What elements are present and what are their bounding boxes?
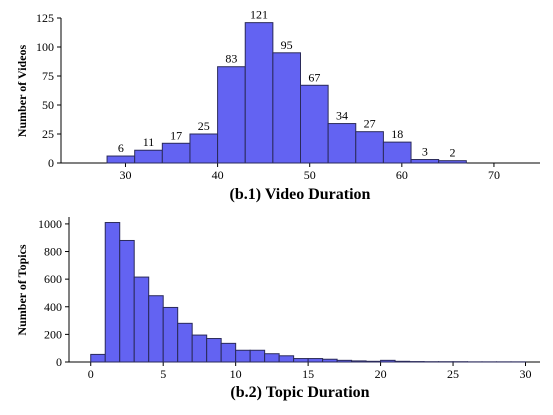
video-bar-value-label: 67 bbox=[308, 70, 320, 84]
video-y-tick-label: 75 bbox=[42, 69, 54, 83]
video-bar bbox=[161, 142, 191, 164]
video-x-tick-label: 50 bbox=[304, 168, 316, 182]
topic-bar bbox=[119, 239, 135, 363]
video-bar-value-label: 25 bbox=[198, 119, 210, 133]
video-bar-value-label: 3 bbox=[422, 145, 428, 159]
topic-bar bbox=[278, 355, 295, 363]
video-bar bbox=[300, 84, 329, 164]
video-caption: (b.1) Video Duration bbox=[230, 186, 371, 203]
topic-x-tick-label: 10 bbox=[230, 367, 242, 381]
topic-duration-chart: Number of Topics (b.2) Topic Duration 0 2… bbox=[15, 217, 540, 401]
topic-bar bbox=[380, 359, 396, 363]
topic-bar bbox=[90, 353, 106, 363]
video-bar-value-label: 34 bbox=[336, 109, 348, 123]
video-bar-value-label: 18 bbox=[391, 127, 403, 141]
topic-bar bbox=[235, 349, 251, 363]
topic-x-tick-label: 25 bbox=[447, 367, 459, 381]
video-bar bbox=[189, 133, 219, 164]
video-y-tick-label: 125 bbox=[36, 11, 54, 25]
topic-bar bbox=[336, 359, 353, 363]
topic-bar bbox=[177, 322, 193, 363]
video-bar-value-label: 6 bbox=[118, 141, 124, 155]
video-duration-chart: Number of Videos (b.1) Video Duration 0 2… bbox=[15, 8, 540, 203]
topic-x-tick-label: 20 bbox=[375, 367, 387, 381]
topic-bar bbox=[394, 360, 411, 363]
video-bar bbox=[244, 22, 274, 164]
topic-y-tick-label: 0 bbox=[56, 355, 62, 369]
topic-bar bbox=[307, 358, 324, 363]
topic-bar bbox=[249, 349, 266, 363]
topic-bar bbox=[351, 360, 367, 363]
topic-bar bbox=[191, 334, 208, 363]
topic-x-tick-label: 30 bbox=[520, 367, 532, 381]
topic-bar bbox=[365, 360, 382, 363]
topic-y-tick-label: 800 bbox=[44, 245, 62, 259]
topic-x-tick-label: 15 bbox=[302, 367, 314, 381]
topic-x-tick-label: 0 bbox=[88, 367, 94, 381]
video-bar-value-label: 95 bbox=[281, 38, 293, 52]
topic-ylabel: Number of Topics bbox=[15, 244, 29, 335]
video-y-tick-label: 100 bbox=[36, 40, 54, 54]
topic-bar bbox=[104, 222, 121, 363]
video-bar bbox=[217, 66, 246, 164]
video-bar bbox=[134, 149, 163, 164]
video-bar bbox=[382, 141, 412, 164]
topic-y-tick-label: 600 bbox=[44, 272, 62, 286]
video-bar bbox=[106, 155, 136, 164]
topic-bar bbox=[133, 276, 150, 363]
topic-y-tick-label: 400 bbox=[44, 300, 62, 314]
topic-bar bbox=[293, 358, 309, 363]
topic-x-tick-label: 5 bbox=[160, 367, 166, 381]
video-bar bbox=[438, 160, 467, 164]
topic-bar bbox=[220, 342, 237, 363]
topic-y-tick-label: 1000 bbox=[38, 217, 62, 231]
video-bar-value-label: 121 bbox=[250, 8, 268, 22]
topic-bar bbox=[206, 338, 222, 363]
video-bar bbox=[327, 123, 357, 164]
video-ylabel: Number of Videos bbox=[15, 44, 29, 137]
topic-bar bbox=[322, 358, 338, 363]
video-y-tick-label: 25 bbox=[42, 127, 54, 141]
video-bar-value-label: 17 bbox=[170, 128, 182, 142]
video-x-tick-label: 60 bbox=[396, 168, 408, 182]
video-x-tick-label: 70 bbox=[488, 168, 500, 182]
video-y-tick-label: 0 bbox=[48, 156, 54, 170]
topic-y-tick-label: 200 bbox=[44, 327, 62, 341]
video-bar bbox=[272, 52, 302, 164]
video-bar-value-label: 11 bbox=[143, 135, 155, 149]
video-x-tick-label: 40 bbox=[212, 168, 224, 182]
topic-bar bbox=[148, 295, 164, 363]
video-bar bbox=[410, 159, 440, 164]
video-y-tick-label: 50 bbox=[42, 98, 54, 112]
topic-bar bbox=[264, 353, 280, 363]
topic-bar bbox=[162, 306, 179, 363]
video-bar bbox=[355, 131, 384, 164]
video-bar-value-label: 27 bbox=[364, 117, 376, 131]
video-x-tick-label: 30 bbox=[119, 168, 131, 182]
video-bar-value-label: 83 bbox=[225, 52, 237, 66]
video-bar-value-label: 2 bbox=[449, 146, 455, 160]
topic-caption: (b.2) Topic Duration bbox=[230, 384, 369, 401]
